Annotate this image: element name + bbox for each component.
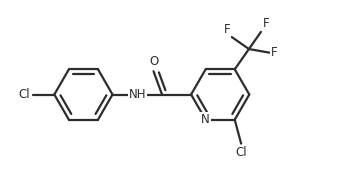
Text: F: F <box>224 22 230 36</box>
Text: O: O <box>149 55 158 68</box>
Text: Cl: Cl <box>235 146 247 159</box>
Text: F: F <box>271 46 278 59</box>
Text: NH: NH <box>129 88 146 101</box>
Text: N: N <box>201 113 210 126</box>
Text: Cl: Cl <box>19 88 30 101</box>
Text: F: F <box>262 17 269 30</box>
